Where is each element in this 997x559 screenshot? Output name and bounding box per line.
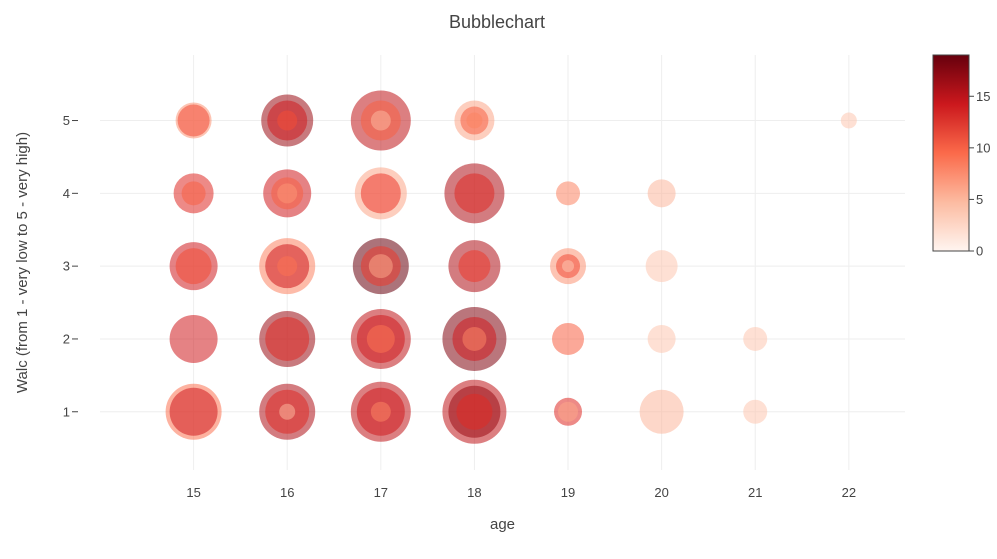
bubble-marker[interactable] <box>360 173 401 214</box>
bubble-marker[interactable] <box>370 401 391 422</box>
bubble-marker[interactable] <box>366 324 395 353</box>
bubble-marker[interactable] <box>175 248 212 285</box>
x-tick-label: 15 <box>186 485 200 500</box>
bubble-marker[interactable] <box>458 250 491 283</box>
y-tick-label: 5 <box>63 113 70 128</box>
x-axis-label: age <box>490 516 515 533</box>
bubble-marker[interactable] <box>368 254 393 279</box>
colorbar-tick-label: 5 <box>976 192 983 207</box>
bubble-marker[interactable] <box>456 393 493 430</box>
bubble-marker[interactable] <box>840 112 857 129</box>
bubble-marker[interactable] <box>462 326 487 351</box>
bubble-marker[interactable] <box>265 316 310 361</box>
bubble-marker[interactable] <box>277 110 298 131</box>
bubble-marker[interactable] <box>169 387 218 436</box>
chart-title: Bubblechart <box>449 12 545 32</box>
colorbar-tick-label: 0 <box>976 244 983 259</box>
bubble-marker[interactable] <box>556 181 581 206</box>
bubble-marker[interactable] <box>277 256 298 277</box>
bubble-marker[interactable] <box>177 104 210 137</box>
bubble-marker[interactable] <box>647 179 676 208</box>
y-tick-label: 4 <box>63 186 70 201</box>
bubble-marker[interactable] <box>562 260 575 273</box>
bubble-marker[interactable] <box>645 250 678 283</box>
x-tick-label: 17 <box>374 485 388 500</box>
colorbar-tick-label: 10 <box>976 140 990 155</box>
bubble-marker[interactable] <box>558 401 579 422</box>
bubble-marker[interactable] <box>647 324 676 353</box>
bubble-marker[interactable] <box>277 183 298 204</box>
bubble-marker[interactable] <box>552 322 585 355</box>
bubble-marker[interactable] <box>370 110 391 131</box>
x-tick-layer: 15 16 17 18 19 20 21 22 <box>186 485 856 500</box>
bubble-marker[interactable] <box>743 399 768 424</box>
y-tick-label: 3 <box>63 259 70 274</box>
bubble-marker[interactable] <box>639 389 684 434</box>
bubble-marker[interactable] <box>279 403 296 420</box>
x-tick-label: 16 <box>280 485 294 500</box>
colorbar-tick-label: 15 <box>976 89 990 104</box>
x-tick-label: 19 <box>561 485 575 500</box>
x-tick-label: 21 <box>748 485 762 500</box>
bubble-marker[interactable] <box>466 112 483 129</box>
y-tick-label: 2 <box>63 331 70 346</box>
y-axis-label: Walc (from 1 - very low to 5 - very high… <box>14 132 31 393</box>
y-tick-layer: 1 2 3 4 5 <box>63 113 78 419</box>
x-tick-label: 20 <box>654 485 668 500</box>
y-tick-label: 1 <box>63 404 70 419</box>
x-tick-label: 22 <box>842 485 856 500</box>
colorbar: 0 5 10 15 <box>932 54 990 259</box>
x-tick-label: 18 <box>467 485 481 500</box>
bubble-marker[interactable] <box>454 173 495 214</box>
bubble-marker[interactable] <box>743 326 768 351</box>
bubble-marker[interactable] <box>169 314 218 363</box>
colorbar-gradient <box>932 54 970 252</box>
bubble-marker[interactable] <box>181 181 206 206</box>
bubble-layer <box>165 90 857 444</box>
